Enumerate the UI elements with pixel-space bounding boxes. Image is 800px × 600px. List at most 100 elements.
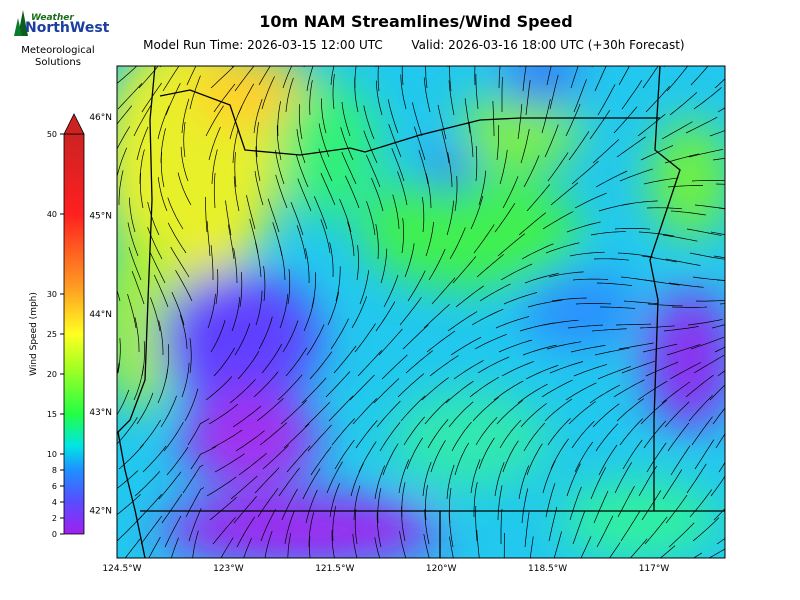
streamline (521, 488, 529, 524)
streamline (517, 104, 523, 140)
streamline (543, 319, 579, 326)
streamline (597, 84, 616, 116)
streamline (449, 227, 466, 260)
streamline (714, 346, 725, 353)
streamline (529, 536, 534, 558)
streamline (739, 335, 768, 355)
streamline (150, 297, 161, 332)
colorbar-tick-label: 25 (47, 330, 57, 339)
streamline (523, 155, 540, 188)
streamline (664, 401, 690, 428)
lon-label: 124.5°W (102, 564, 141, 574)
streamline (160, 395, 177, 428)
streamline (349, 374, 375, 401)
streamline (133, 105, 152, 137)
streamline (117, 126, 131, 150)
streamline (711, 324, 725, 329)
streamline (740, 421, 757, 452)
streamline (740, 187, 775, 189)
streamline (546, 66, 552, 86)
streamline (206, 476, 237, 497)
streamline (399, 297, 422, 326)
streamline (331, 418, 355, 446)
streamline (350, 463, 364, 497)
streamline (589, 110, 611, 140)
streamline (669, 362, 701, 380)
streamline (524, 273, 559, 284)
streamline (406, 437, 423, 470)
streamline (595, 423, 619, 452)
colorbar-tick-label: 2 (52, 514, 57, 523)
streamline (572, 510, 586, 545)
streamline (503, 292, 538, 305)
streamline (354, 323, 376, 353)
streamline (737, 398, 756, 428)
streamline (593, 258, 629, 261)
streamline (205, 376, 233, 401)
streamline (140, 515, 163, 545)
streamline (547, 418, 571, 446)
streamline (717, 370, 725, 377)
streamline (264, 530, 273, 558)
streamline (207, 293, 216, 329)
streamline (225, 200, 232, 236)
streamline (593, 490, 609, 524)
lat-label: 44°N (89, 310, 112, 320)
streamline (570, 66, 579, 89)
streamline (669, 92, 698, 116)
streamline (549, 361, 584, 374)
colorbar-label: Wind Speed (mph) (29, 292, 39, 376)
streamline (616, 398, 645, 422)
streamline (493, 380, 524, 401)
streamline (571, 420, 595, 449)
streamline (161, 494, 183, 524)
streamline (616, 136, 646, 158)
streamline (341, 151, 357, 185)
streamline (407, 270, 426, 302)
streamline (375, 80, 383, 116)
streamline (713, 507, 725, 521)
streamline (351, 296, 367, 329)
streamline (230, 475, 258, 500)
streamline (391, 148, 405, 182)
streamline (743, 211, 778, 215)
streamline (284, 510, 295, 545)
streamline (286, 445, 311, 473)
streamline (573, 79, 587, 113)
streamline (365, 154, 381, 188)
streamline (184, 388, 199, 422)
streamline (739, 68, 765, 91)
streamline (283, 423, 310, 449)
streamline (623, 300, 659, 305)
streamline (425, 66, 428, 89)
streamline (234, 323, 251, 356)
streamline (423, 303, 450, 329)
streamline (139, 173, 144, 209)
streamline (501, 361, 534, 377)
streamline (117, 494, 141, 516)
streamline (449, 66, 452, 92)
streamline (137, 493, 162, 521)
streamline (165, 82, 181, 116)
streamline (475, 74, 479, 110)
streamline (476, 254, 504, 278)
streamline (313, 196, 328, 230)
streamline (147, 226, 163, 260)
streamline (640, 400, 667, 425)
streamline (662, 469, 683, 500)
streamline (309, 351, 333, 380)
streamline (475, 417, 498, 446)
streamline (622, 439, 643, 470)
streamline (546, 341, 582, 350)
streamline (253, 371, 279, 398)
streamline (714, 78, 725, 89)
streamline (662, 234, 698, 242)
streamline (287, 533, 292, 558)
lat-label: 43°N (89, 408, 112, 418)
streamline (157, 177, 168, 212)
streamline (157, 369, 168, 404)
streamline (339, 198, 352, 233)
streamline (615, 323, 652, 326)
streamline (309, 80, 313, 116)
streamline (521, 243, 554, 260)
